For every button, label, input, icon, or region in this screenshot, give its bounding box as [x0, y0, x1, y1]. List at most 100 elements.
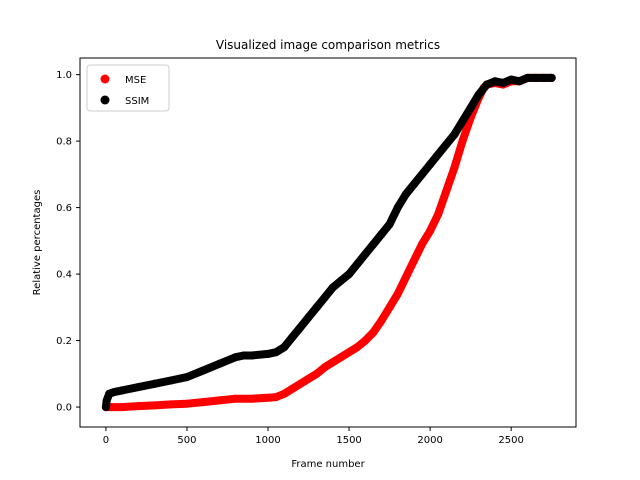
data-point [304, 374, 313, 383]
data-point [515, 77, 524, 86]
data-point [377, 316, 386, 325]
y-tick-label: 0.8 [56, 137, 72, 148]
legend-marker [100, 74, 110, 84]
data-point [264, 349, 272, 358]
data-point [345, 270, 354, 279]
series-trail [101, 73, 556, 412]
data-point [328, 283, 337, 292]
data-point [418, 170, 426, 179]
data-point [296, 379, 305, 388]
data-point [280, 389, 289, 398]
data-point [280, 343, 289, 352]
y-tick-label: 0.6 [56, 203, 72, 214]
data-point [409, 180, 418, 189]
data-point [482, 80, 491, 89]
data-point [377, 230, 386, 239]
x-tick-label: 2500 [498, 435, 523, 446]
series-trail [101, 73, 556, 412]
data-point [312, 369, 321, 378]
data-point [337, 276, 345, 285]
axes-frame [79, 57, 577, 428]
y-tick-label: 0.2 [56, 336, 72, 347]
series-ssim [101, 73, 556, 412]
x-axis: 0 500 1000 1500 2000 2500 [103, 427, 524, 446]
data-point [458, 117, 467, 126]
data-point [199, 366, 208, 375]
data-point [239, 351, 248, 360]
data-point [353, 260, 362, 269]
data-point [296, 323, 305, 332]
data-point [247, 394, 256, 403]
x-axis-label: Frame number [291, 459, 365, 470]
data-point [134, 383, 143, 392]
data-point [474, 90, 483, 99]
data-point [426, 160, 435, 169]
data-point [450, 130, 459, 139]
data-point [320, 363, 329, 372]
y-tick-label: 0.4 [56, 270, 72, 281]
data-point [369, 240, 378, 249]
data-point [150, 401, 159, 410]
data-point [458, 137, 467, 146]
data-point [385, 303, 394, 312]
data-point [183, 373, 191, 382]
data-point [264, 393, 272, 402]
data-point [102, 396, 111, 405]
data-point [166, 376, 175, 385]
data-point [288, 333, 297, 342]
data-point [539, 73, 548, 82]
data-point [434, 150, 443, 159]
series-mse [101, 73, 556, 412]
data-point [118, 386, 127, 395]
x-tick-label: 0 [103, 435, 109, 446]
data-point [337, 353, 345, 362]
data-point [401, 273, 410, 282]
data-point [345, 348, 354, 357]
data-point [491, 77, 499, 86]
x-tick-label: 1500 [336, 435, 361, 446]
data-point [418, 240, 426, 249]
data-point [369, 328, 378, 337]
y-axis: 0.0 0.2 0.4 0.6 0.8 1.0 [56, 70, 80, 414]
legend-label: SSIM [125, 96, 149, 107]
data-point [231, 353, 240, 362]
data-point [272, 348, 281, 357]
chart-title: Visualized image comparison metrics [216, 38, 440, 52]
data-point [215, 359, 224, 368]
data-point [272, 393, 281, 402]
data-point [150, 379, 159, 388]
data-point [409, 256, 418, 265]
data-point [361, 250, 370, 259]
y-tick-label: 0.0 [56, 403, 72, 414]
data-point [466, 103, 475, 112]
data-point [304, 313, 313, 322]
data-point [312, 303, 321, 312]
data-point [393, 290, 402, 298]
data-point [385, 220, 394, 229]
series-layer [101, 73, 556, 412]
data-point [531, 73, 540, 82]
data-point [426, 226, 435, 235]
data-point [442, 140, 451, 149]
data-point [507, 75, 516, 84]
data-point [183, 399, 191, 408]
legend: MSE SSIM [86, 64, 170, 112]
data-point [401, 190, 410, 199]
data-point [393, 203, 402, 212]
data-point [361, 336, 370, 345]
data-point [499, 78, 508, 87]
data-point [320, 293, 329, 302]
data-point [101, 403, 110, 412]
data-point [288, 384, 297, 393]
data-point [166, 400, 175, 409]
data-point [199, 398, 208, 407]
data-point [110, 388, 118, 397]
data-point [134, 402, 143, 411]
data-point [523, 73, 532, 82]
x-tick-label: 500 [177, 435, 196, 446]
data-point [328, 358, 337, 367]
y-tick-label: 1.0 [56, 70, 72, 81]
data-point [442, 187, 451, 195]
legend-label: MSE [125, 75, 146, 86]
data-point [215, 396, 224, 405]
